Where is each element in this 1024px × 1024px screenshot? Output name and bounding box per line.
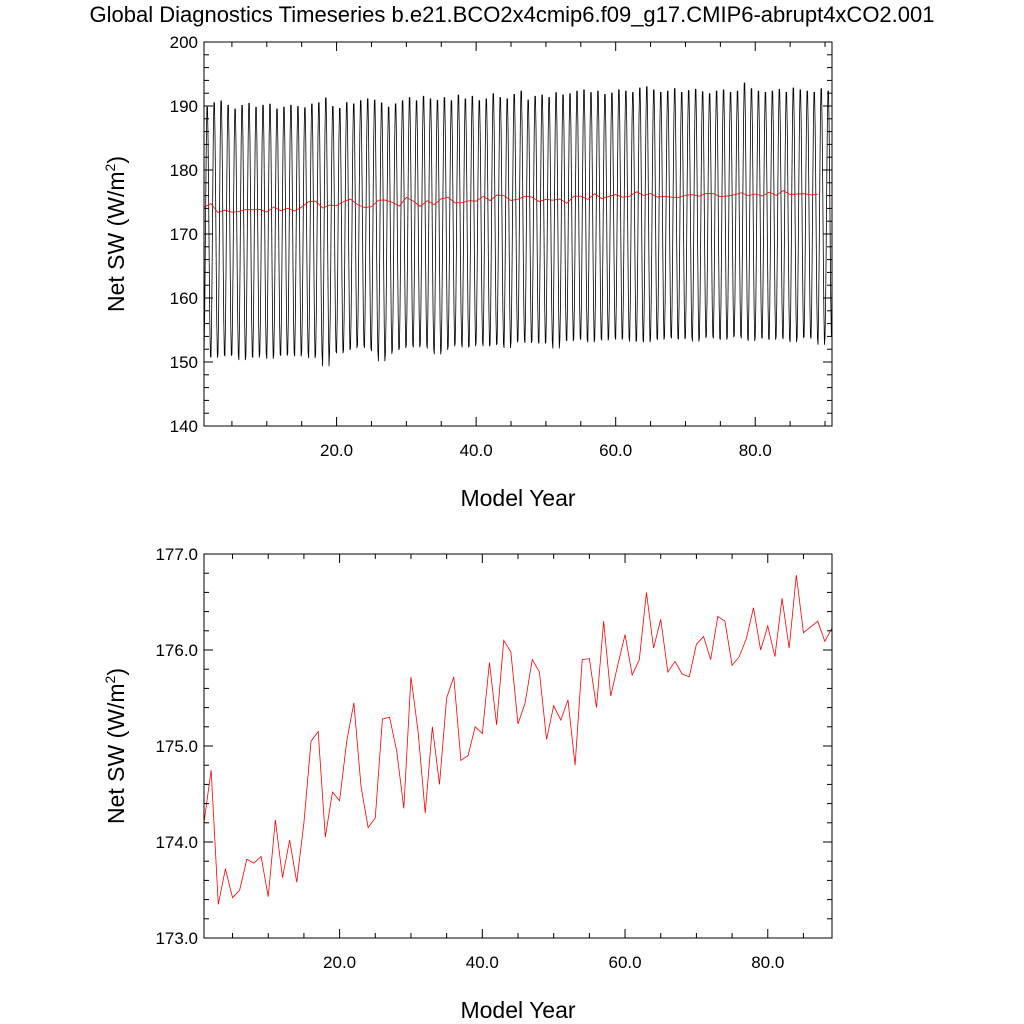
x-tick-label: 40.0 (466, 953, 499, 972)
y-axis-title: Net SW (W/m2) (102, 156, 129, 312)
y-axis-title: Net SW (W/m2) (102, 668, 129, 824)
chart-panel-2: 173.0 174.0 175.0 176.0 177.0 20.0 40.0 60.0 80.… (102, 545, 833, 1023)
x-axis-title: Model Year (460, 997, 575, 1023)
y-tick-label: 190 (170, 97, 198, 116)
y-tick-label: 173.0 (155, 929, 198, 948)
y-tick-label: 150 (170, 353, 198, 372)
y-tick-label: 177.0 (155, 545, 198, 564)
y-tick-label: 174.0 (155, 833, 198, 852)
y-tick-label: 175.0 (155, 737, 198, 756)
y-tick-label: 176.0 (155, 641, 198, 660)
x-tick-label: 20.0 (323, 953, 356, 972)
y-tick-label: 200 (170, 33, 198, 52)
x-tick-label: 60.0 (599, 441, 632, 460)
x-tick-label: 80.0 (751, 953, 784, 972)
x-tick-label: 60.0 (608, 953, 641, 972)
x-tick-label: 40.0 (460, 441, 493, 460)
x-axis-title: Model Year (460, 485, 575, 511)
y-tick-label: 180 (170, 161, 198, 180)
y-tick-label: 170 (170, 225, 198, 244)
x-tick-label: 80.0 (739, 441, 772, 460)
plot-frame (203, 553, 833, 939)
x-tick-label: 20.0 (320, 441, 353, 460)
annual-mean-series-line-1 (204, 190, 819, 214)
page-title: Global Diagnostics Timeseries b.e21.BCO2… (89, 2, 935, 27)
chart-panel-1: 140 150 160 170 180 190 200 20.0 40.0 60.0 80.0 Mod… (102, 33, 833, 511)
monthly-series-line-1 (204, 82, 832, 367)
y-tick-label: 160 (170, 289, 198, 308)
annual-mean-series-line-2 (204, 575, 832, 905)
y-tick-label: 140 (170, 417, 198, 436)
